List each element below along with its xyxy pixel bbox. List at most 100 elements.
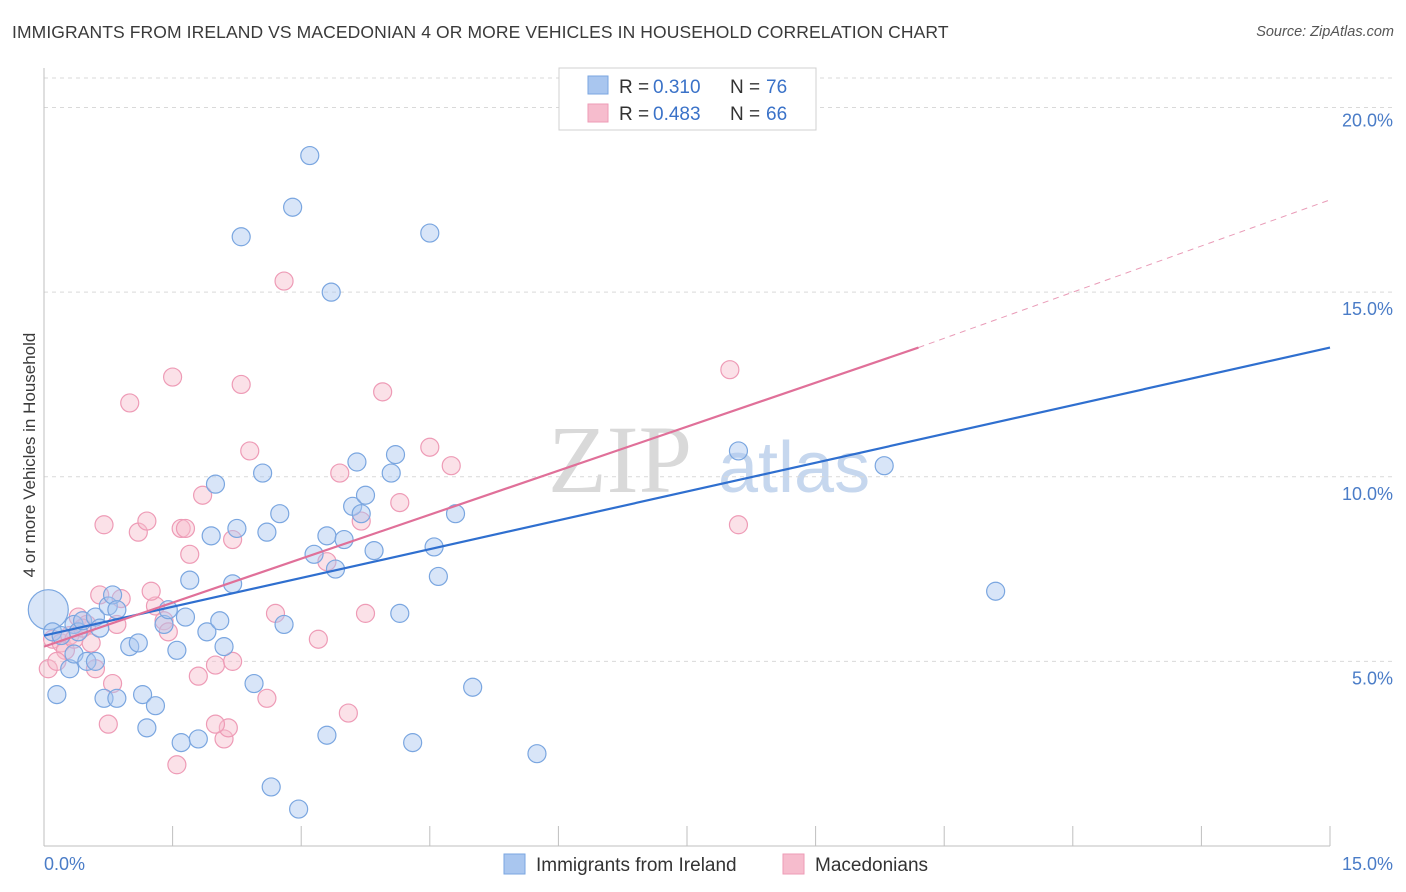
ireland-point xyxy=(283,197,303,217)
macedonians-point xyxy=(330,463,350,483)
ireland-point xyxy=(334,529,354,550)
macedonians-point xyxy=(720,360,740,380)
ireland-point xyxy=(317,526,337,546)
macedonians-point xyxy=(240,441,260,461)
ireland-point xyxy=(244,673,264,694)
macedonians-point xyxy=(98,714,118,734)
bottom-legend-swatch-ireland xyxy=(503,853,526,875)
ireland-point xyxy=(128,633,148,653)
ireland-point xyxy=(145,696,166,716)
x-tick-label-min: 0.0% xyxy=(44,854,85,874)
legend-n-label-ireland: N = xyxy=(730,77,760,98)
macedonians-point xyxy=(308,629,328,649)
ireland-point xyxy=(300,145,320,166)
x-axis-ticks xyxy=(43,826,1331,846)
bottom-legend-swatch-macedonians xyxy=(782,853,805,875)
macedonians-point xyxy=(351,511,371,531)
ireland-point xyxy=(231,227,251,247)
macedonians-point xyxy=(373,382,393,402)
legend-n-value-macedonians: 66 xyxy=(766,104,787,125)
ireland-point xyxy=(390,603,410,623)
trend-line-ireland xyxy=(43,346,1331,637)
ireland-point xyxy=(347,452,367,472)
macedonians-point xyxy=(257,688,277,708)
macedonians-point xyxy=(171,518,191,539)
ireland-point xyxy=(253,463,273,483)
legend-r-label-ireland: R = xyxy=(619,77,649,98)
legend-n-value-ireland: 76 xyxy=(766,77,787,98)
y-tick-labels: 5.0% 10.0% 15.0% 20.0% xyxy=(1342,111,1393,689)
ireland-point xyxy=(132,685,153,705)
ireland-point xyxy=(261,777,281,797)
macedonians-point xyxy=(81,633,101,653)
legend-swatch-macedonians xyxy=(587,103,609,123)
ireland-point xyxy=(527,744,547,764)
ireland-point xyxy=(205,474,226,494)
ireland-point xyxy=(351,504,371,524)
ireland-point xyxy=(102,585,123,605)
macedonians-point xyxy=(94,515,114,535)
macedonians-point xyxy=(102,673,123,694)
ireland-point xyxy=(85,607,106,627)
ireland-point xyxy=(874,456,894,476)
ireland-point xyxy=(355,485,376,505)
bottom-legend-label-macedonians: Macedonians xyxy=(815,855,928,876)
chart-title: IMMIGRANTS FROM IRELAND VS MACEDONIAN 4 … xyxy=(12,22,949,42)
series-macedonians-points xyxy=(38,271,749,775)
ireland-point xyxy=(381,463,401,483)
ireland-point xyxy=(270,504,290,524)
ireland-point xyxy=(289,799,309,819)
macedonians-point xyxy=(338,703,358,723)
macedonians-point xyxy=(120,393,140,413)
ireland-point xyxy=(214,637,234,657)
macedonians-point xyxy=(274,271,294,291)
bottom-legend: Immigrants from Ireland Macedonians xyxy=(503,853,928,876)
macedonians-point xyxy=(163,367,183,387)
source-credit: Source: ZipAtlas.com xyxy=(1256,24,1394,40)
ireland-point xyxy=(403,733,423,753)
ireland-point xyxy=(171,733,191,753)
ireland-point xyxy=(188,729,208,749)
ireland-point xyxy=(210,611,230,631)
ireland-point xyxy=(317,725,337,745)
ireland-point xyxy=(85,651,106,671)
ireland-point xyxy=(167,640,187,660)
macedonians-point xyxy=(218,718,238,738)
legend-swatch-ireland xyxy=(587,75,609,95)
ireland-point xyxy=(986,581,1006,601)
ireland-point xyxy=(227,518,247,539)
macedonians-point xyxy=(137,511,157,531)
macedonians-point xyxy=(420,437,440,457)
macedonians-point xyxy=(180,544,200,564)
ireland-point xyxy=(197,622,217,642)
macedonians-point xyxy=(214,729,234,749)
y-tick-label-0: 5.0% xyxy=(1352,668,1393,688)
macedonians-point xyxy=(223,651,243,671)
ireland-point xyxy=(420,223,440,243)
ireland-point xyxy=(385,445,406,465)
macedonians-point xyxy=(728,515,749,535)
macedonians-point xyxy=(205,714,226,734)
ireland-point xyxy=(364,541,384,561)
ireland-point xyxy=(201,526,221,546)
macedonians-point xyxy=(193,485,213,505)
ireland-point xyxy=(728,441,749,461)
macedonians-point xyxy=(175,518,196,539)
legend-box: R = 0.310 N = 76 R = 0.483 N = 66 xyxy=(558,67,817,131)
trend-lines xyxy=(43,199,1331,648)
ireland-point xyxy=(137,718,157,738)
watermark-zip: ZIP xyxy=(548,406,692,513)
ireland-point xyxy=(321,282,341,302)
x-tick-label-max: 15.0% xyxy=(1342,854,1393,874)
ireland-point xyxy=(180,570,200,590)
macedonians-point xyxy=(231,374,251,395)
y-tick-label-1: 10.0% xyxy=(1342,484,1393,504)
macedonians-point xyxy=(441,456,461,476)
macedonians-point xyxy=(141,581,161,601)
ireland-point xyxy=(60,659,80,679)
ireland-point xyxy=(257,522,277,542)
ireland-point xyxy=(445,504,466,524)
legend-r-label-macedonians: R = xyxy=(619,104,649,125)
macedonians-point xyxy=(390,493,410,513)
